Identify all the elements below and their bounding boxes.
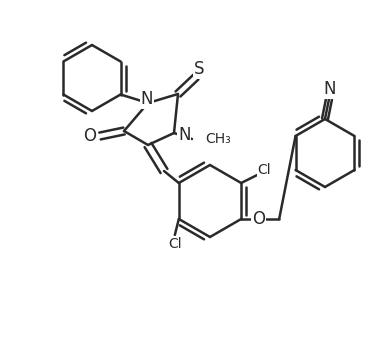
Text: CH₃: CH₃ bbox=[205, 132, 231, 146]
Text: N: N bbox=[141, 90, 153, 108]
Text: Cl: Cl bbox=[168, 237, 182, 251]
Text: O: O bbox=[83, 127, 96, 145]
Text: S: S bbox=[194, 60, 204, 78]
Text: Cl: Cl bbox=[257, 163, 271, 177]
Text: N: N bbox=[178, 126, 190, 144]
Text: O: O bbox=[252, 210, 265, 228]
Text: N: N bbox=[324, 80, 336, 98]
